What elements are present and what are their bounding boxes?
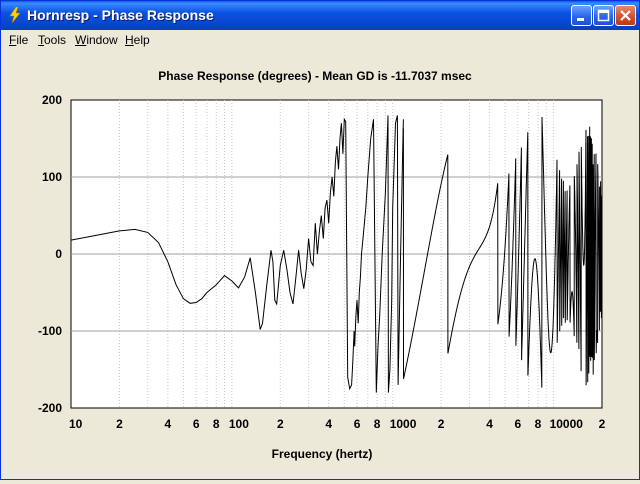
minimize-button[interactable] [571, 5, 592, 26]
x-tick-label: 2 [599, 417, 606, 431]
x-tick-labels: 10 2 4 6 8 100 2 4 6 8 1000 2 4 6 8 10000 2 [69, 417, 606, 431]
x-tick-label: 2 [277, 417, 284, 431]
maximize-icon [597, 9, 610, 22]
x-tick-label: 8 [535, 417, 542, 431]
y-tick-label: 0 [55, 247, 62, 261]
close-button[interactable] [615, 5, 636, 26]
x-tick-label: 10 [69, 417, 83, 431]
phase-series-dense-line [402, 116, 603, 388]
x-tick-label: 6 [354, 417, 361, 431]
phase-response-chart: Phase Response (degrees) - Mean GD is -1… [38, 69, 606, 461]
menu-bar: File Tools Window Help [1, 30, 639, 50]
y-tick-labels: 200 100 0 -100 -200 [38, 93, 62, 415]
title-bar[interactable]: Hornresp - Phase Response [1, 1, 639, 30]
y-tick-label: 200 [42, 93, 62, 107]
x-tick-label: 4 [486, 417, 493, 431]
y-tick-label: -100 [38, 324, 62, 338]
x-tick-label: 6 [193, 417, 200, 431]
x-tick-label: 1000 [390, 417, 417, 431]
lightning-bolt-icon [9, 7, 21, 23]
x-tick-label: 4 [325, 417, 332, 431]
x-tick-label: 8 [213, 417, 220, 431]
menu-window[interactable]: Window [75, 33, 118, 47]
menu-file[interactable]: File [9, 33, 29, 47]
x-tick-label: 4 [165, 417, 172, 431]
x-tick-label: 10000 [550, 417, 584, 431]
menu-tools[interactable]: Tools [38, 33, 67, 47]
phase-series-line [70, 115, 404, 393]
minimize-icon [577, 18, 584, 21]
window-title: Hornresp - Phase Response [27, 7, 214, 23]
maximize-button[interactable] [593, 5, 614, 26]
y-tick-label: 100 [42, 170, 62, 184]
y-tick-label: -200 [38, 401, 62, 415]
x-tick-label: 2 [438, 417, 445, 431]
x-tick-label: 8 [374, 417, 381, 431]
chart-area: Phase Response (degrees) - Mean GD is -1… [2, 50, 638, 479]
x-tick-label: 100 [229, 417, 249, 431]
chart-title: Phase Response (degrees) - Mean GD is -1… [158, 69, 472, 83]
x-axis-label: Frequency (hertz) [272, 447, 373, 461]
close-icon [620, 10, 631, 21]
x-tick-label: 6 [515, 417, 522, 431]
menu-help[interactable]: Help [125, 33, 150, 47]
x-tick-label: 2 [116, 417, 123, 431]
